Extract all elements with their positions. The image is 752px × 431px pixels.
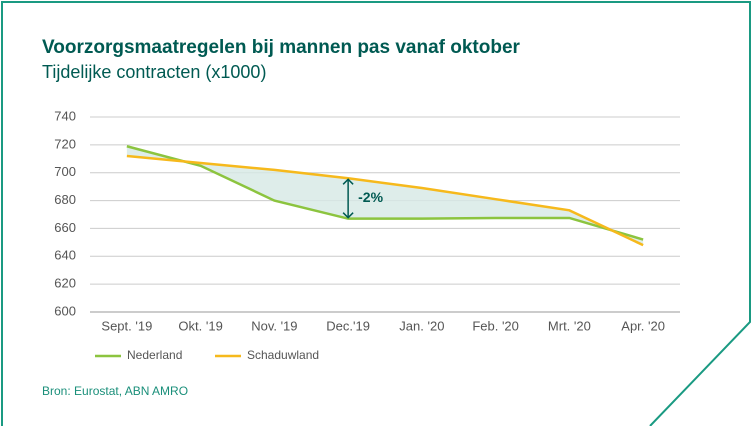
- x-tick-label: Dec.'19: [326, 318, 370, 333]
- gap-area: [126, 146, 644, 246]
- x-tick-label: Sept. '19: [101, 318, 152, 333]
- x-tick-label: Apr. '20: [621, 318, 665, 333]
- arrow-head: [342, 178, 354, 219]
- series-line: [126, 145, 644, 241]
- x-tick-label: Nov. '19: [251, 318, 297, 333]
- chart-title: Voorzorgsmaatregelen bij mannen pas vana…: [42, 37, 521, 58]
- y-tick-label: 700: [54, 164, 76, 179]
- y-tick-label: 740: [54, 108, 76, 123]
- x-tick-label: Jan. '20: [399, 318, 444, 333]
- annotation: -2%: [358, 189, 383, 205]
- x-tick-label: Feb. '20: [472, 318, 519, 333]
- x-tick-label: Mrt. '20: [548, 318, 591, 333]
- x-tick-label: Okt. '19: [178, 318, 222, 333]
- legend-label: Nederland: [127, 348, 182, 362]
- y-tick-label: 680: [54, 192, 76, 207]
- y-tick-label: 720: [54, 136, 76, 151]
- y-tick-label: 600: [54, 303, 76, 318]
- y-tick-label: 660: [54, 220, 76, 235]
- y-tick-label: 620: [54, 276, 76, 291]
- series-line: [126, 154, 644, 247]
- chart-subtitle: Tijdelijke contracten (x1000): [42, 62, 266, 82]
- y-tick-label: 640: [54, 248, 76, 263]
- legend-label: Schaduwland: [247, 348, 319, 362]
- source: Bron: Eurostat, ABN AMRO: [42, 384, 188, 398]
